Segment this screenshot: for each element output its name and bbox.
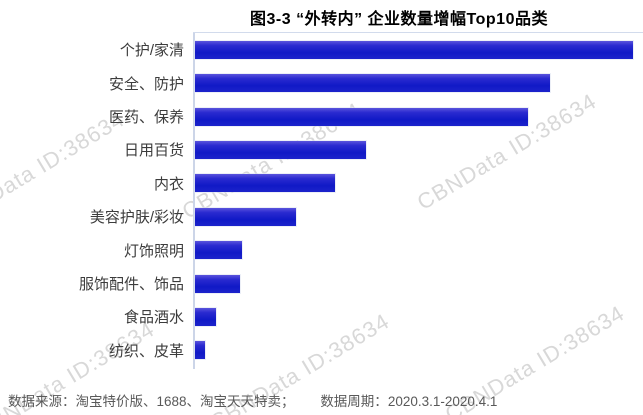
footer: 数据来源：淘宝特价版、1688、淘宝天天特卖； 数据周期：2020.3.1-20…: [8, 390, 497, 410]
bar-track: [195, 307, 633, 326]
footer-source: 数据来源：淘宝特价版、1688、淘宝天天特卖；: [8, 394, 295, 409]
bar: [195, 74, 550, 93]
bar-rows-container: 个护/家清 安全、防护 医药、保养 日用百货 内衣: [0, 33, 643, 367]
bar: [195, 140, 366, 159]
bar: [195, 107, 528, 126]
bar-track: [195, 241, 633, 260]
bar-track: [195, 140, 633, 159]
bar: [195, 174, 336, 193]
footer-period-label: 数据周期：: [320, 394, 388, 409]
category-label: 日用百货: [123, 142, 184, 160]
y-axis-line: [193, 33, 195, 369]
bar-track: [195, 74, 633, 93]
bar: [195, 241, 242, 260]
chart-title: 图3-3 “外转内” 企业数量增幅Top10品类: [250, 11, 548, 28]
category-label: 个护/家清: [119, 42, 184, 60]
bar-row: 医药、保养: [0, 100, 643, 133]
bar: [195, 274, 240, 293]
bar-row: 美容护肤/彩妆: [0, 200, 643, 233]
category-label: 安全、防护: [108, 75, 184, 93]
category-label: 食品酒水: [123, 309, 184, 327]
bar-row: 灯饰照明: [0, 233, 643, 266]
bar: [195, 40, 633, 59]
bar-row: 个护/家清: [0, 33, 643, 66]
category-label: 医药、保养: [108, 109, 184, 127]
bar-track: [195, 207, 633, 226]
bar-track: [195, 274, 633, 293]
bar-track: [195, 107, 633, 126]
footer-period-value: 2020.3.1-2020.4.1: [387, 394, 498, 409]
category-label: 内衣: [153, 175, 184, 193]
category-label: 纺织、皮革: [108, 342, 184, 360]
plot-top-border: [193, 32, 643, 33]
bar-track: [195, 40, 633, 59]
bar-row: 食品酒水: [0, 300, 643, 333]
bar: [195, 341, 206, 360]
bar-row: 服饰配件、饰品: [0, 267, 643, 300]
category-label: 美容护肤/彩妆: [89, 209, 184, 227]
bar-track: [195, 341, 633, 360]
bar-row: 内衣: [0, 167, 643, 200]
bar-row: 安全、防护: [0, 66, 643, 99]
bar-row: 纺织、皮革: [0, 334, 643, 367]
bar: [195, 307, 216, 326]
bar-track: [195, 174, 633, 193]
footer-source-label: 数据来源：: [8, 394, 76, 409]
footer-source-value: 淘宝特价版、1688、淘宝天天特卖；: [75, 394, 295, 409]
bar: [195, 207, 296, 226]
category-label: 灯饰照明: [123, 242, 184, 260]
bar-row: 日用百货: [0, 133, 643, 166]
footer-period: 数据周期：2020.3.1-2020.4.1: [320, 394, 497, 409]
category-label: 服饰配件、饰品: [78, 276, 184, 294]
